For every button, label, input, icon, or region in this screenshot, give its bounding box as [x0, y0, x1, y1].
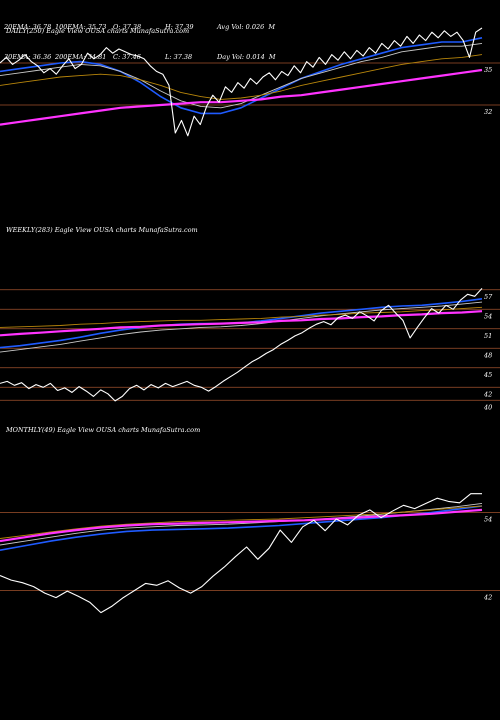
daily-series-ema-2 [0, 42, 483, 109]
stat-avg-vol: Avg Vol: 0.026 M [217, 23, 276, 31]
stat-low: L: 37.38 [165, 53, 193, 61]
daily-series-price [0, 27, 483, 137]
monthly-tick-label-54: 54 [484, 516, 492, 524]
monthly-series-ema-3 [0, 505, 483, 539]
stat-ema30: 30EMA: 36.36 [4, 53, 52, 61]
weekly-series-ema-3 [0, 306, 483, 328]
monthly-series-price [0, 493, 482, 614]
monthly-tick-label-42: 42 [483, 594, 492, 602]
stat-ema100: 100EMA: 35.73 [55, 23, 107, 31]
stat-close: C: 37.46 [113, 53, 141, 61]
monthly-series-ema-4 [0, 508, 483, 543]
stats-row-1: 20EMA: 36.78 100EMA: 35.73 O: 37.38 H: 37.3… [4, 22, 276, 32]
monthly-chart-title: MONTHLY(49) Eagle View OUSA charts Munaf… [6, 426, 201, 434]
monthly-series-ema-2 [0, 502, 483, 546]
weekly-tick-label-45: 45 [483, 371, 492, 379]
weekly-tick-label-40: 40 [483, 403, 492, 411]
daily-series-ema-3 [0, 54, 483, 100]
daily-series-ema-1 [0, 37, 483, 115]
weekly-series-ema-4 [0, 310, 483, 337]
daily-series-ema-4 [0, 68, 483, 126]
weekly-tick-label-42: 42 [483, 390, 492, 398]
daily-tick-label-35: 35 [484, 66, 492, 74]
stat-open: O: 37.38 [113, 23, 142, 31]
weekly-tick-label-54: 54 [484, 312, 492, 320]
weekly-series-price [0, 288, 483, 402]
weekly-tick-label-51: 51 [484, 332, 492, 340]
weekly-tick-label-57: 57 [484, 293, 493, 301]
daily-tick-label-32: 32 [484, 108, 492, 116]
stat-ema20: 20EMA: 36.78 [4, 23, 52, 31]
weekly-chart-title: WEEKLY(283) Eagle View OUSA charts Munaf… [6, 226, 198, 234]
daily-chart-title: DAILY(250) Eagle View OUSA charts Munafa… [6, 27, 190, 35]
weekly-tick-label-48: 48 [483, 351, 492, 359]
weekly-series-ema-2 [0, 301, 483, 353]
stat-high: H: 37.39 [165, 23, 194, 31]
stat-day-vol: Day Vol: 0.014 M [217, 53, 276, 61]
